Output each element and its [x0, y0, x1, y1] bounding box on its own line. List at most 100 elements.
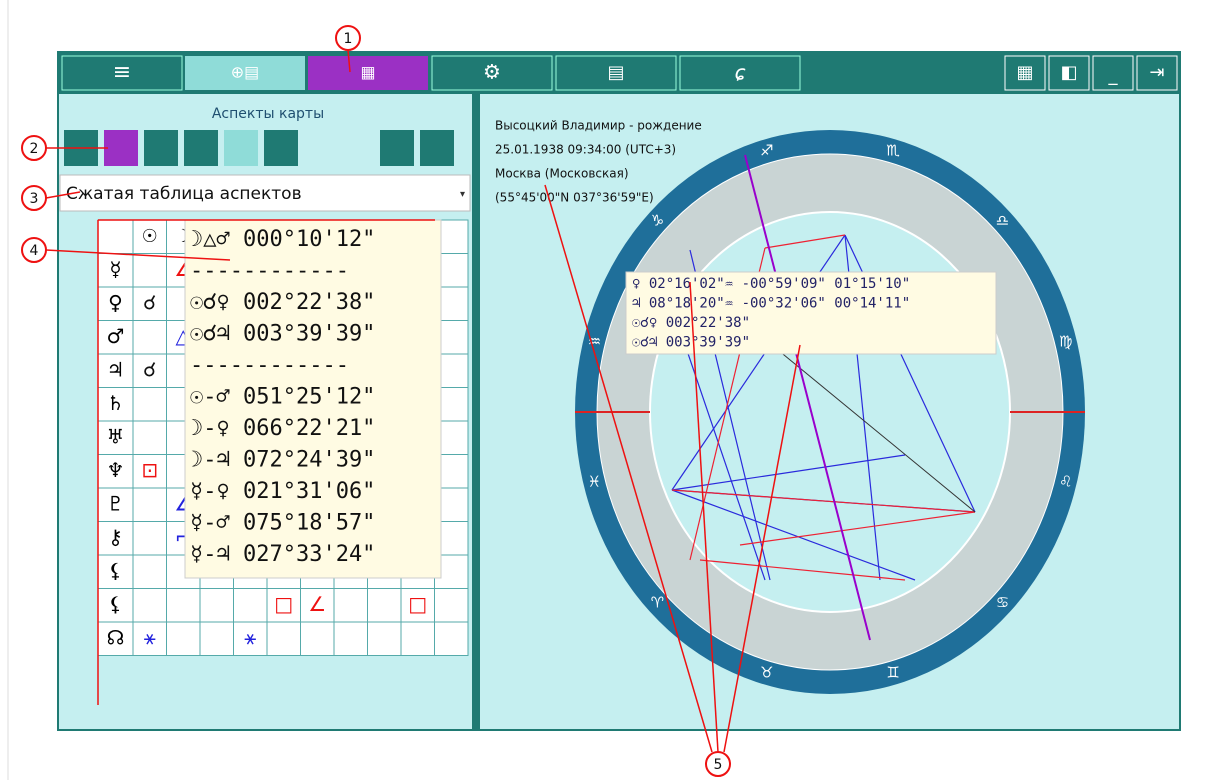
zodiac-sign: ♏ — [886, 142, 900, 160]
zodiac-sign: ♋ — [996, 593, 1009, 611]
aspect-cell: ⚹ — [244, 625, 256, 649]
info-line: Высоцкий Владимир - рождение — [495, 119, 702, 133]
tooltip-line: ☿-♂ 075°18'57" — [190, 511, 375, 536]
zodiac-sign: ♊ — [886, 663, 899, 681]
tool-button[interactable] — [264, 130, 298, 166]
tool-button[interactable] — [224, 130, 258, 166]
zodiac-sign: ♒ — [588, 333, 601, 351]
mc-ic-line — [744, 154, 871, 641]
zodiac-sign: ♌ — [1059, 472, 1072, 490]
database-icon: ⊕▤ — [231, 63, 260, 82]
layout-button[interactable] — [1048, 55, 1090, 91]
logo-button[interactable] — [679, 55, 801, 91]
tooltip-line: ☿-♃ 027°33'24" — [190, 542, 375, 567]
tooltip-line: ☉☌♃ 003°39'39" — [190, 322, 375, 347]
chart-tooltip: ♀ 02°16'02"♒ -00°59'09" 01°15'10" ♃ 08°18… — [625, 271, 997, 355]
row-label: ♇ — [107, 491, 125, 515]
zodiac-sign: ♈ — [651, 593, 664, 611]
callout-number: 1 — [344, 31, 353, 47]
callout-number: 3 — [30, 191, 39, 207]
tooltip-line: ☉☌♃ 003°39'39" — [632, 335, 750, 351]
zodiac-sign: ♍ — [1059, 333, 1072, 351]
table-tooltip: ☽△♂ 000°10'12" ------------ ☉☌♀ 002°22'38"… — [184, 219, 442, 579]
callout-number: 4 — [30, 243, 39, 259]
layout-icon: ◧ — [1060, 62, 1077, 83]
callout-circle — [21, 237, 47, 263]
aspect-cell: ⚹ — [144, 625, 156, 649]
zodiac-sign: ♑ — [651, 212, 664, 230]
info-line: 25.01.1938 09:34:00 (UTC+3) — [495, 143, 676, 157]
tooltip-line: ☽-♃ 072°24'39" — [190, 448, 375, 473]
aspect-cell: □ — [408, 592, 427, 616]
callout-number: 5 — [714, 757, 723, 773]
chart-wheel: ♈ ♉ ♊ ♋ ♌ ♍ ♎ ♏ ♐ ♑ ♒ ♓ — [575, 130, 1085, 694]
tool-button[interactable] — [104, 130, 138, 166]
minimize-icon: _ — [1108, 65, 1119, 86]
settings-button[interactable] — [431, 55, 553, 91]
row-label: ⚸ — [108, 558, 123, 582]
tooltip-line: ☿-♀ 021°31'06" — [190, 479, 375, 504]
tooltip-box — [625, 271, 997, 355]
tool-button[interactable] — [420, 130, 454, 166]
zodiac-sign: ♉ — [760, 663, 773, 681]
row-label: ☊ — [107, 625, 125, 649]
row-label: ♂ — [107, 324, 125, 348]
tooltip-line: ☉☌♀ 002°22'38" — [190, 290, 375, 315]
row-label: ♆ — [107, 458, 125, 482]
column-header: ☉ — [142, 226, 158, 247]
exit-button[interactable] — [1136, 55, 1178, 91]
row-label: ♅ — [107, 424, 125, 448]
row-label: ♃ — [107, 357, 125, 381]
aspect-cell: ☌ — [143, 290, 156, 314]
zodiac-sign: ♎ — [996, 212, 1009, 230]
tooltip-line: ♃ 08°18'20"♒ -00°32'06" 00°14'11" — [632, 296, 910, 312]
tooltip-line: ☽-♀ 066°22'21" — [190, 416, 375, 441]
splitter[interactable] — [472, 94, 480, 730]
settings-icon: ⚙ — [483, 60, 501, 84]
dropdown[interactable] — [59, 174, 471, 212]
tooltip-line: ☉-♂ 051°25'12" — [190, 385, 375, 410]
row-label: ⚷ — [108, 525, 123, 549]
callout-circle — [705, 751, 731, 777]
row-label: ♄ — [107, 391, 125, 415]
aspect-cell: ☌ — [143, 357, 156, 381]
aspect-cell: ∠ — [308, 592, 326, 616]
callout-circle — [335, 25, 361, 51]
callout-number: 2 — [30, 141, 39, 157]
grid-button[interactable] — [1004, 55, 1046, 91]
callout-circle — [21, 135, 47, 161]
calculator-button[interactable] — [555, 55, 677, 91]
info-line: Москва (Московская) — [495, 167, 629, 181]
tooltip-line: ------------ — [190, 353, 349, 378]
minimize-button[interactable] — [1092, 55, 1134, 91]
row-label: ☿ — [109, 257, 121, 281]
tooltip-line: ☽△♂ 000°10'12" — [190, 227, 375, 252]
row-label: ⚸ — [108, 592, 123, 616]
exit-icon: ⇥ — [1149, 62, 1164, 83]
aspect-cell: ⊡ — [141, 458, 158, 482]
panel-title: Аспекты карты — [212, 106, 324, 122]
zodiac-sign: ♐ — [760, 142, 773, 160]
tooltip-line: ☉☌♀ 002°22'38" — [632, 315, 750, 331]
calculator-icon: ▤ — [607, 62, 624, 83]
grid-icon: ▦ — [1016, 62, 1033, 83]
row-label: ♀ — [108, 290, 123, 314]
zodiac-sign: ♓ — [588, 472, 601, 490]
tooltip-line: ------------ — [190, 259, 349, 284]
menu-button[interactable] — [61, 55, 183, 91]
tooltip-box — [184, 219, 442, 579]
tool-button[interactable] — [380, 130, 414, 166]
callout-circle — [21, 185, 47, 211]
database-button[interactable] — [185, 56, 305, 90]
aspects-icon: ▦ — [360, 63, 375, 82]
tool-button[interactable] — [184, 130, 218, 166]
chart-info: Высоцкий Владимир - рождение 25.01.1938 0… — [495, 119, 702, 205]
tool-button[interactable] — [144, 130, 178, 166]
aspects-button[interactable] — [308, 56, 428, 90]
callouts: 1 2 3 4 5 — [21, 25, 731, 777]
dropdown-arrow: ▾ — [460, 189, 465, 200]
logo-icon: ɕ — [735, 61, 746, 85]
info-line: (55°45'00"N 037°36'59"E) — [495, 191, 654, 205]
